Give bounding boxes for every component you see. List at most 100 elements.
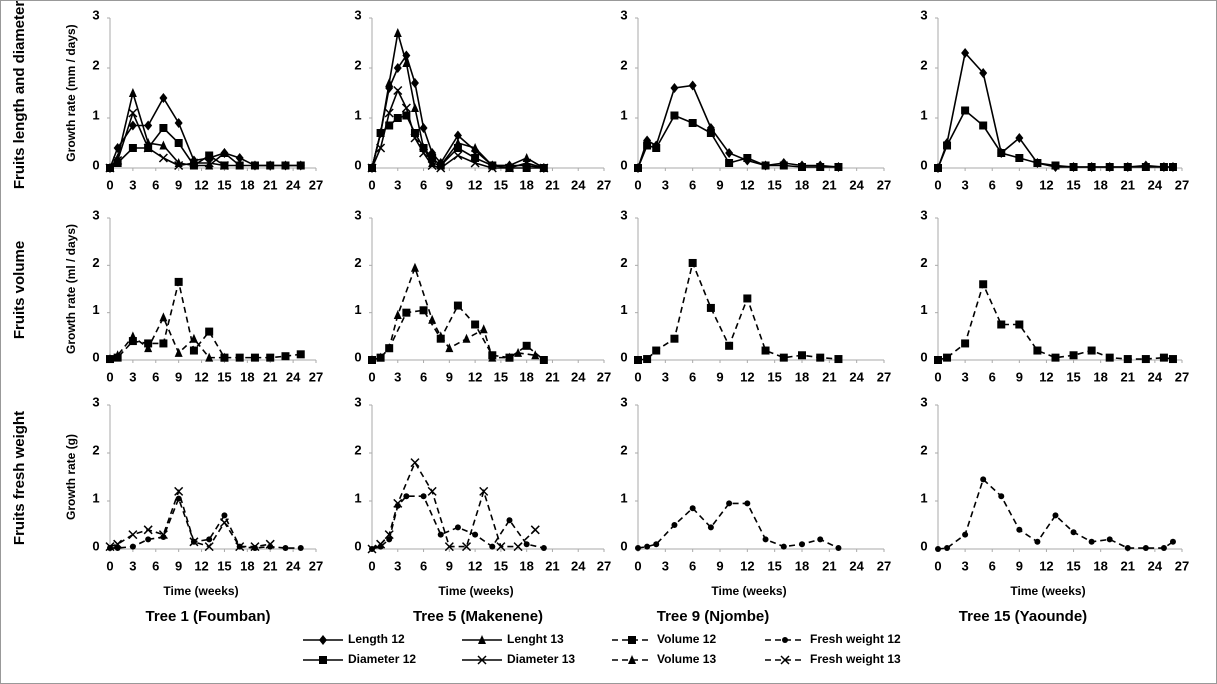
marker [1033,159,1042,167]
marker [444,542,454,552]
marker [725,148,734,158]
x-tick-label: 9 [716,369,723,384]
y-tick-label: 3 [620,207,627,222]
marker [834,163,843,171]
marker [479,486,489,496]
marker-shape [113,350,122,360]
y-tick-label: 2 [620,57,627,72]
marker-shape [1159,163,1168,171]
marker [779,353,788,362]
marker [189,537,199,547]
marker-shape [816,353,825,362]
marker-shape [478,635,486,644]
marker [1015,320,1024,329]
marker [1159,353,1168,362]
marker-shape [934,164,942,172]
y-tick-label: 0 [354,157,361,172]
marker [522,164,531,172]
marker [961,48,970,58]
marker-shape [219,160,229,171]
y-tick-label: 0 [620,538,627,553]
x-tick-label: 18 [240,369,254,384]
x-tick-label: 6 [989,369,996,384]
marker-shape [496,542,506,552]
marker-shape [1087,346,1096,355]
marker-shape [780,655,790,665]
marker-shape [706,303,715,312]
marker-shape [410,78,419,88]
x-tick-label: 0 [934,369,941,384]
marker [206,536,213,543]
y-axis-label: Growth rate (ml / days) [64,224,78,354]
marker-shape [943,141,952,150]
marker-shape [725,148,734,158]
x-tick-label: 6 [989,558,996,573]
marker-shape [522,158,532,168]
marker [106,354,114,364]
marker-shape [410,458,420,468]
marker [282,545,289,552]
x-tick-label: 21 [263,177,277,192]
legend-label: Fresh weight 13 [810,652,901,666]
marker-shape [235,161,244,170]
marker [780,655,790,665]
marker [410,458,420,468]
marker-shape [204,158,214,168]
marker-shape [189,333,198,343]
marker-shape [504,163,515,173]
marker-shape [798,351,806,360]
x-tick-label: 9 [446,558,453,573]
x-tick-label: 3 [394,558,401,573]
marker-shape [145,536,152,543]
marker-shape [266,161,275,170]
marker [221,512,228,519]
marker-shape [265,539,275,549]
marker [403,493,410,500]
x-tick-label: 6 [152,558,159,573]
marker-shape [281,352,290,361]
x-tick-label: 24 [571,558,586,573]
x-tick-label: 18 [519,558,533,573]
marker-shape [1015,154,1024,162]
marker-shape [643,141,652,150]
marker [129,543,136,550]
marker-shape [997,149,1006,157]
marker [402,111,411,120]
x-tick-label: 21 [545,369,559,384]
marker [477,655,487,665]
marker-shape [393,63,402,73]
marker-shape [205,352,214,362]
x-tick-label: 21 [822,558,836,573]
marker-shape [1159,353,1168,362]
marker-shape [628,636,636,644]
marker [504,163,515,173]
marker [250,161,259,170]
marker-shape [453,144,462,152]
marker [461,542,472,552]
x-tick-label: 3 [961,558,968,573]
y-tick-label: 2 [92,442,99,457]
y-tick-label: 2 [920,442,927,457]
marker-shape [159,124,168,132]
marker [496,542,506,552]
marker-shape [1016,526,1023,533]
marker [1105,163,1114,171]
marker [635,545,641,552]
marker [670,83,679,93]
marker [266,353,275,362]
marker [428,158,437,167]
x-tick-label: 12 [1039,369,1053,384]
marker-shape [403,493,410,500]
marker [175,495,182,502]
marker-shape [385,78,394,87]
legend-label: Lenght 13 [507,632,564,646]
marker-shape [453,301,462,310]
marker [219,518,229,528]
marker [113,350,122,360]
x-tick-label: 24 [286,177,301,192]
marker [653,541,660,548]
marker [1015,154,1024,162]
marker [539,356,548,364]
y-tick-label: 3 [92,207,99,222]
marker-shape [1106,536,1113,543]
